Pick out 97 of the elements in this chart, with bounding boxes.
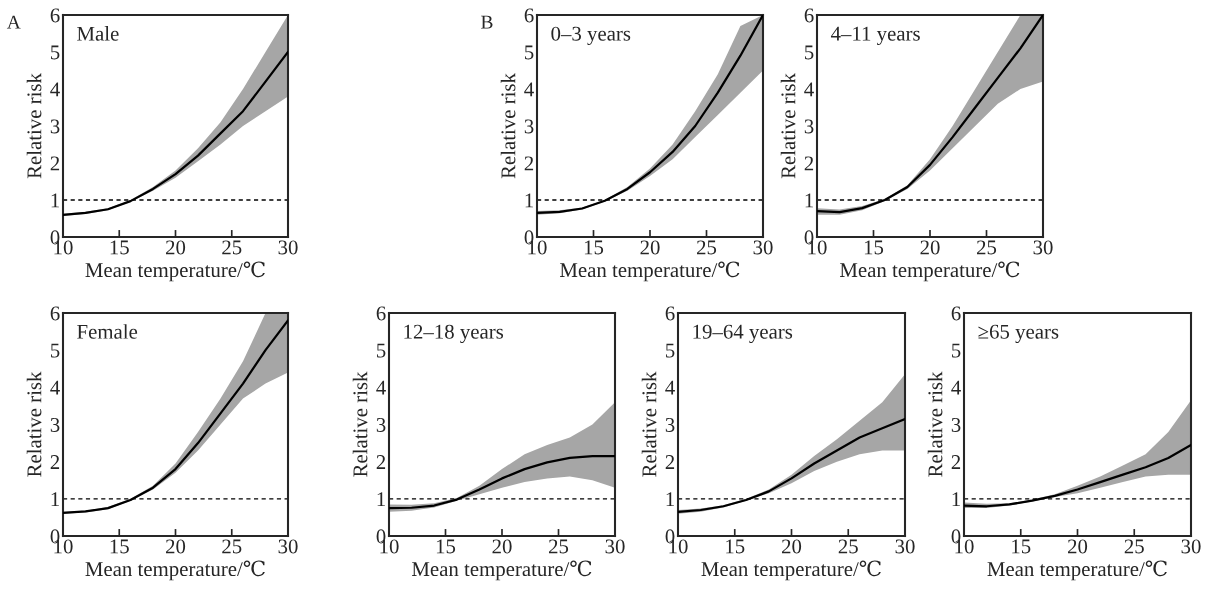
x-tick-label: 25 [977,240,997,255]
line-series [964,443,1191,508]
y-tick-label: 4 [50,82,60,97]
x-tick-label: 30 [278,539,298,554]
y-axis-title: Relative risk [26,371,42,477]
y-tick-label: 1 [666,492,674,507]
x-axis-title: Mean temperature/℃ [559,261,740,282]
y-tick-label: 2 [951,455,961,469]
text: 4–11 years [830,26,920,45]
line-series [389,454,615,510]
x-tick-label: 20 [782,539,802,554]
x-tick-label: 25 [1124,539,1144,554]
y-tick-label: 6 [804,8,814,23]
y-axis-title: Relative risk [352,371,368,477]
x-axis-title: Mean temperature/℃ [411,560,592,581]
y-tick-label: 6 [376,306,386,321]
x-tick-label: 30 [605,539,625,554]
x-axis-title: Mean temperature/℃ [85,261,265,282]
y-tick-label: 1 [525,193,533,208]
x-tick-label: 30 [1033,240,1053,255]
y-tick-label: 5 [51,343,60,358]
y-tick-label: 3 [804,119,814,134]
y-axis-title: Relative risk [26,73,42,179]
y-tick-label: 5 [51,45,60,60]
y-tick-label: 3 [951,417,961,432]
x-tick-label: 20 [1068,539,1088,554]
x-tick-label: 25 [697,240,717,255]
x-tick-label: 25 [838,539,858,554]
y-tick-label: 5 [377,343,386,358]
x-tick-label: 30 [278,240,298,255]
x-tick-label: 20 [640,240,660,255]
y-axis-title: Relative risk [927,371,943,477]
y-tick-label: 6 [50,306,60,321]
y-tick-label: 1 [377,492,385,507]
x-tick-label: 15 [110,240,129,255]
y-tick-label: 5 [952,343,961,358]
y-tick-label: 1 [805,193,813,208]
y-tick-label: 3 [524,119,534,134]
x-tick-label: 20 [920,240,940,255]
x-tick-label: 15 [584,240,604,255]
text: A [6,15,21,29]
y-tick-label: 3 [665,417,675,432]
y-tick-label: 5 [805,45,814,60]
x-tick-label: 25 [222,240,242,255]
x-tick-label: 25 [549,539,569,554]
x-tick-label: 20 [166,240,186,255]
y-tick-label: 3 [376,417,386,432]
y-tick-label: 6 [524,8,534,23]
y-tick-label: 4 [376,380,386,395]
x-tick-label: 20 [492,539,512,554]
y-tick-label: 2 [804,156,814,171]
y-axis-title: Relative risk [641,371,657,477]
y-tick-label: 4 [665,380,675,395]
y-tick-label: 2 [665,455,675,469]
text: ≥65 years [978,324,1059,344]
line-series [63,50,288,216]
text: B [481,15,493,29]
x-tick-label: 15 [726,539,745,554]
x-axis-title: Mean temperature/℃ [987,560,1167,581]
y-tick-label: 3 [50,417,60,432]
x-tick-label: 30 [753,240,773,255]
y-tick-label: 6 [665,306,675,321]
x-tick-label: 30 [1181,539,1201,554]
x-tick-label: 25 [222,539,242,554]
y-tick-label: 1 [952,492,960,507]
y-tick-label: 2 [376,455,386,469]
text: 12–18 years [404,324,504,344]
y-tick-label: 4 [951,380,961,395]
y-tick-label: 2 [50,455,60,469]
y-tick-label: 3 [50,119,60,134]
y-tick-label: 4 [524,82,534,97]
y-tick-label: 6 [50,8,60,23]
y-axis-title: Relative risk [500,73,516,179]
y-tick-label: 4 [804,82,814,97]
y-tick-label: 4 [50,380,60,395]
y-axis-title: Relative risk [780,73,796,179]
y-tick-label: 6 [951,306,961,321]
x-tick-label: 15 [110,539,129,554]
y-tick-label: 5 [525,45,534,60]
x-axis-title: Mean temperature/℃ [701,560,881,581]
x-tick-label: 15 [864,240,884,255]
y-tick-label: 2 [50,156,60,171]
x-axis-title: Mean temperature/℃ [85,560,265,581]
y-tick-label: 2 [524,156,534,171]
chart-title: Male [77,26,119,41]
y-tick-label: 1 [51,492,59,507]
y-tick-label: 5 [666,343,675,358]
chart-title: Female [77,324,138,339]
x-tick-label: 30 [895,539,915,554]
line-series [678,417,905,513]
x-tick-label: 20 [166,539,186,554]
x-tick-label: 15 [1012,539,1031,554]
text: 19–64 years [693,324,793,344]
x-tick-label: 15 [436,539,456,554]
chart-title: 0–3 years [551,26,631,45]
y-tick-label: 1 [51,193,59,208]
x-axis-title: Mean temperature/℃ [839,261,1020,282]
